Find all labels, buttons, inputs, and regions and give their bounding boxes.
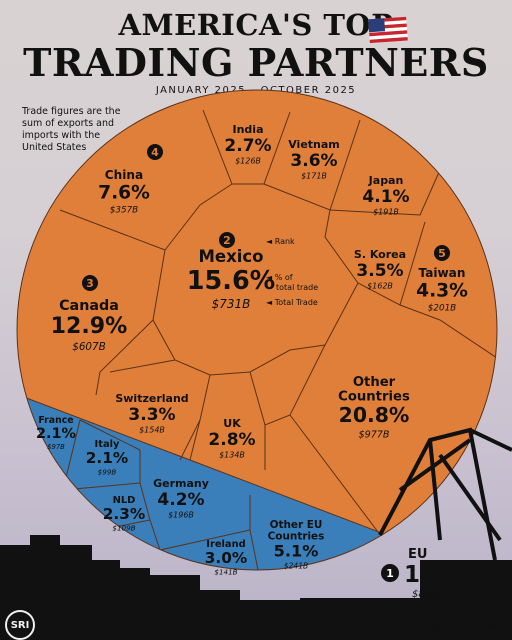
cell-percent-other-countries: 20.8% xyxy=(339,403,410,427)
eu-percent: 18.8% xyxy=(404,562,484,588)
cell-percent-taiwan: 4.3% xyxy=(416,281,468,302)
cell-value-uk: $134B xyxy=(219,451,245,460)
cell-value-china: $357B xyxy=(110,206,138,216)
methodology-note: Trade figures are the sum of exports and… xyxy=(22,106,121,153)
cell-name-germany: Germany xyxy=(153,477,209,490)
cell-percent-s-korea: 3.5% xyxy=(356,261,403,281)
cell-value-ireland: $141B xyxy=(214,568,237,577)
cell-value-italy: $99B xyxy=(98,468,117,477)
cell-name-nld: NLD xyxy=(113,495,136,506)
cell-value-germany: $196B xyxy=(168,511,194,520)
cell-percent-nld: 2.3% xyxy=(103,505,145,523)
cell-name-ireland: Ireland xyxy=(206,539,245,550)
cell-name-other-eu-countries-line2: Countries xyxy=(268,530,325,542)
sri-logo: SRI xyxy=(5,610,35,640)
cell-value-s-korea: $162B xyxy=(367,282,393,291)
us-flag-icon xyxy=(368,16,408,44)
cell-percent-germany: 4.2% xyxy=(157,490,204,510)
cell-name-uk: UK xyxy=(223,417,241,430)
eu-value: $883B xyxy=(412,589,444,600)
cell-value-mexico: $731B xyxy=(212,297,251,311)
cell-percent-japan: 4.1% xyxy=(362,187,409,207)
cell-name-s-korea: S. Korea xyxy=(354,248,406,261)
cell-value-other-eu-countries: $241B xyxy=(284,562,309,571)
cell-percent-italy: 2.1% xyxy=(86,449,128,467)
cell-percent-india: 2.7% xyxy=(224,136,271,156)
cell-name-vietnam: Vietnam xyxy=(288,138,340,151)
svg-text:3: 3 xyxy=(86,277,94,290)
cell-percent-canada: 12.9% xyxy=(51,313,128,339)
cell-name-japan: Japan xyxy=(368,174,404,187)
cell-name-other-eu-countries: Other EU xyxy=(270,519,323,531)
legend-total: ◄ Total Trade xyxy=(266,298,318,307)
cell-percent-china: 7.6% xyxy=(98,183,150,204)
cell-percent-ireland: 3.0% xyxy=(205,549,247,567)
eu-name: EU xyxy=(408,547,427,562)
svg-text:1: 1 xyxy=(386,567,394,580)
rank-badge-canada: 3 xyxy=(82,275,98,291)
svg-text:2: 2 xyxy=(223,234,231,247)
cell-name-other-countries: Other xyxy=(353,375,396,390)
skyline-silhouette xyxy=(0,535,512,640)
legend-pct-line2: total trade xyxy=(276,283,318,292)
cell-value-other-countries: $977B xyxy=(359,429,390,440)
cell-value-canada: $607B xyxy=(72,341,106,353)
cell-value-nld: $109B xyxy=(112,524,135,533)
cell-value-switzerland: $154B xyxy=(139,426,165,435)
legend-pct-line1: ◄ % of xyxy=(266,273,293,282)
cell-percent-france: 2.1% xyxy=(36,426,76,442)
cell-percent-switzerland: 3.3% xyxy=(128,405,175,425)
cell-name-france: France xyxy=(38,415,73,426)
legend-rank: ◄ Rank xyxy=(266,237,295,246)
page-title-line2: TRADING PARTNERS xyxy=(23,40,489,85)
cell-percent-vietnam: 3.6% xyxy=(290,151,337,171)
cell-name-other-countries-line2: Countries xyxy=(338,390,410,405)
crane-icon xyxy=(378,427,512,561)
cell-name-canada: Canada xyxy=(59,298,119,314)
rank-badge-mexico: 2 xyxy=(219,232,235,248)
rank-badge-taiwan: 5 xyxy=(434,245,450,261)
cell-name-italy: Italy xyxy=(95,439,120,450)
cell-value-france: $97B xyxy=(47,443,65,451)
rank-badge-eu: 1 xyxy=(381,564,399,582)
page-title-line1: AMERICA'S TOP xyxy=(118,8,394,42)
source-note: Source: U.S. Census Bureau xyxy=(360,620,500,631)
cell-name-india: India xyxy=(233,123,264,136)
rank-badge-china: 4 xyxy=(147,144,163,160)
cell-value-vietnam: $171B xyxy=(301,172,327,181)
svg-text:5: 5 xyxy=(438,247,446,260)
cell-value-india: $126B xyxy=(235,157,261,166)
cell-percent-mexico: 15.6% xyxy=(187,266,275,296)
cell-name-switzerland: Switzerland xyxy=(115,392,188,405)
cell-name-taiwan: Taiwan xyxy=(419,266,466,280)
cell-percent-uk: 2.8% xyxy=(208,430,255,450)
cell-value-taiwan: $201B xyxy=(428,304,456,314)
cell-name-mexico: Mexico xyxy=(198,247,263,266)
cell-value-japan: $191B xyxy=(373,208,399,217)
cell-percent-other-eu-countries: 5.1% xyxy=(274,541,319,560)
svg-text:4: 4 xyxy=(151,146,159,159)
cell-name-china: China xyxy=(105,168,143,182)
